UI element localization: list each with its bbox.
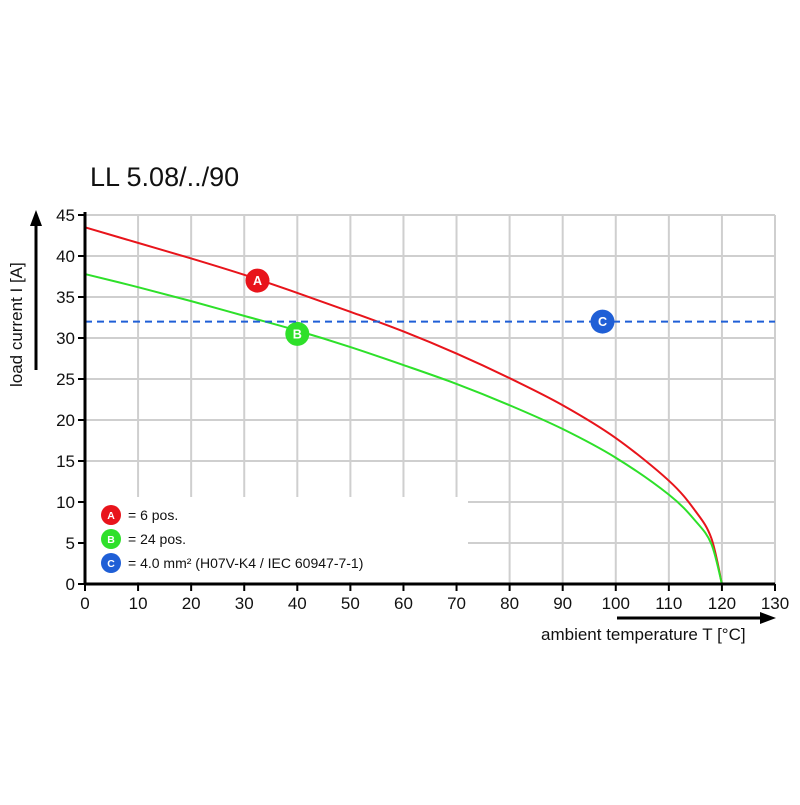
x-tick-label: 10 xyxy=(129,594,148,613)
marker-b-circle xyxy=(101,529,121,549)
marker-b-circle xyxy=(285,321,310,346)
y-tick-label: 0 xyxy=(66,575,75,594)
series-layer: ABC xyxy=(84,226,775,585)
y-tick-label: 15 xyxy=(56,452,75,471)
y-tick-label: 30 xyxy=(56,329,75,348)
legend-entry-c-text: = 4.0 mm² (H07V-K4 / IEC 60947-7-1) xyxy=(128,555,363,571)
y-tick-label: 35 xyxy=(56,288,75,307)
x-tick-label: 90 xyxy=(553,594,572,613)
x-tick-label: 110 xyxy=(655,594,682,613)
x-tick-label: 30 xyxy=(235,594,254,613)
marker-b-label: B xyxy=(293,327,302,341)
marker-a-circle xyxy=(101,505,121,525)
chart-title: LL 5.08/../90 xyxy=(90,162,239,192)
x-tick-label: 130 xyxy=(761,594,789,613)
y-tick-label: 10 xyxy=(56,493,75,512)
x-arrow-head xyxy=(760,612,776,624)
marker-c-circle xyxy=(101,553,121,573)
marker-a-circle xyxy=(245,268,270,293)
marker-c-label: C xyxy=(598,315,607,329)
x-axis-label: ambient temperature T [°C] xyxy=(541,625,746,644)
y-tick-label: 5 xyxy=(66,534,75,553)
x-tick-label: 50 xyxy=(341,594,360,613)
x-tick-label: 60 xyxy=(394,594,413,613)
x-tick-label: 100 xyxy=(602,594,630,613)
x-tick-label: 20 xyxy=(182,594,201,613)
y-axis-label: load current I [A] xyxy=(7,262,26,387)
marker-b-label: B xyxy=(107,534,115,546)
marker-c-label: C xyxy=(107,558,115,570)
series-b-line xyxy=(84,273,723,585)
x-tick-label: 80 xyxy=(500,594,519,613)
y-arrow-head xyxy=(30,210,42,226)
marker-a-label: A xyxy=(107,510,115,522)
y-tick-label: 20 xyxy=(56,411,75,430)
y-tick-label: 45 xyxy=(56,206,75,225)
y-tick-label: 40 xyxy=(56,247,75,266)
legend-entry-b-text: = 24 pos. xyxy=(128,531,186,547)
series-a-line xyxy=(84,226,723,585)
marker-a-label: A xyxy=(253,274,262,288)
x-tick-label: 70 xyxy=(447,594,466,613)
legend-background xyxy=(86,497,468,582)
axes: 0 10 20 30 40 50 60 70 80 90 100 110 120 130 0 5 10 15 20 2… xyxy=(30,206,789,624)
x-tick-label: 40 xyxy=(288,594,307,613)
marker-c-circle xyxy=(590,309,615,334)
legend-entry-a-text: = 6 pos. xyxy=(128,507,178,523)
x-tick-label: 120 xyxy=(708,594,736,613)
legend: A = 6 pos. B = 24 pos. C = 4.0 mm² (H07V-K4 /… xyxy=(101,505,363,573)
x-tick-label: 0 xyxy=(80,594,89,613)
y-tick-label: 25 xyxy=(56,370,75,389)
